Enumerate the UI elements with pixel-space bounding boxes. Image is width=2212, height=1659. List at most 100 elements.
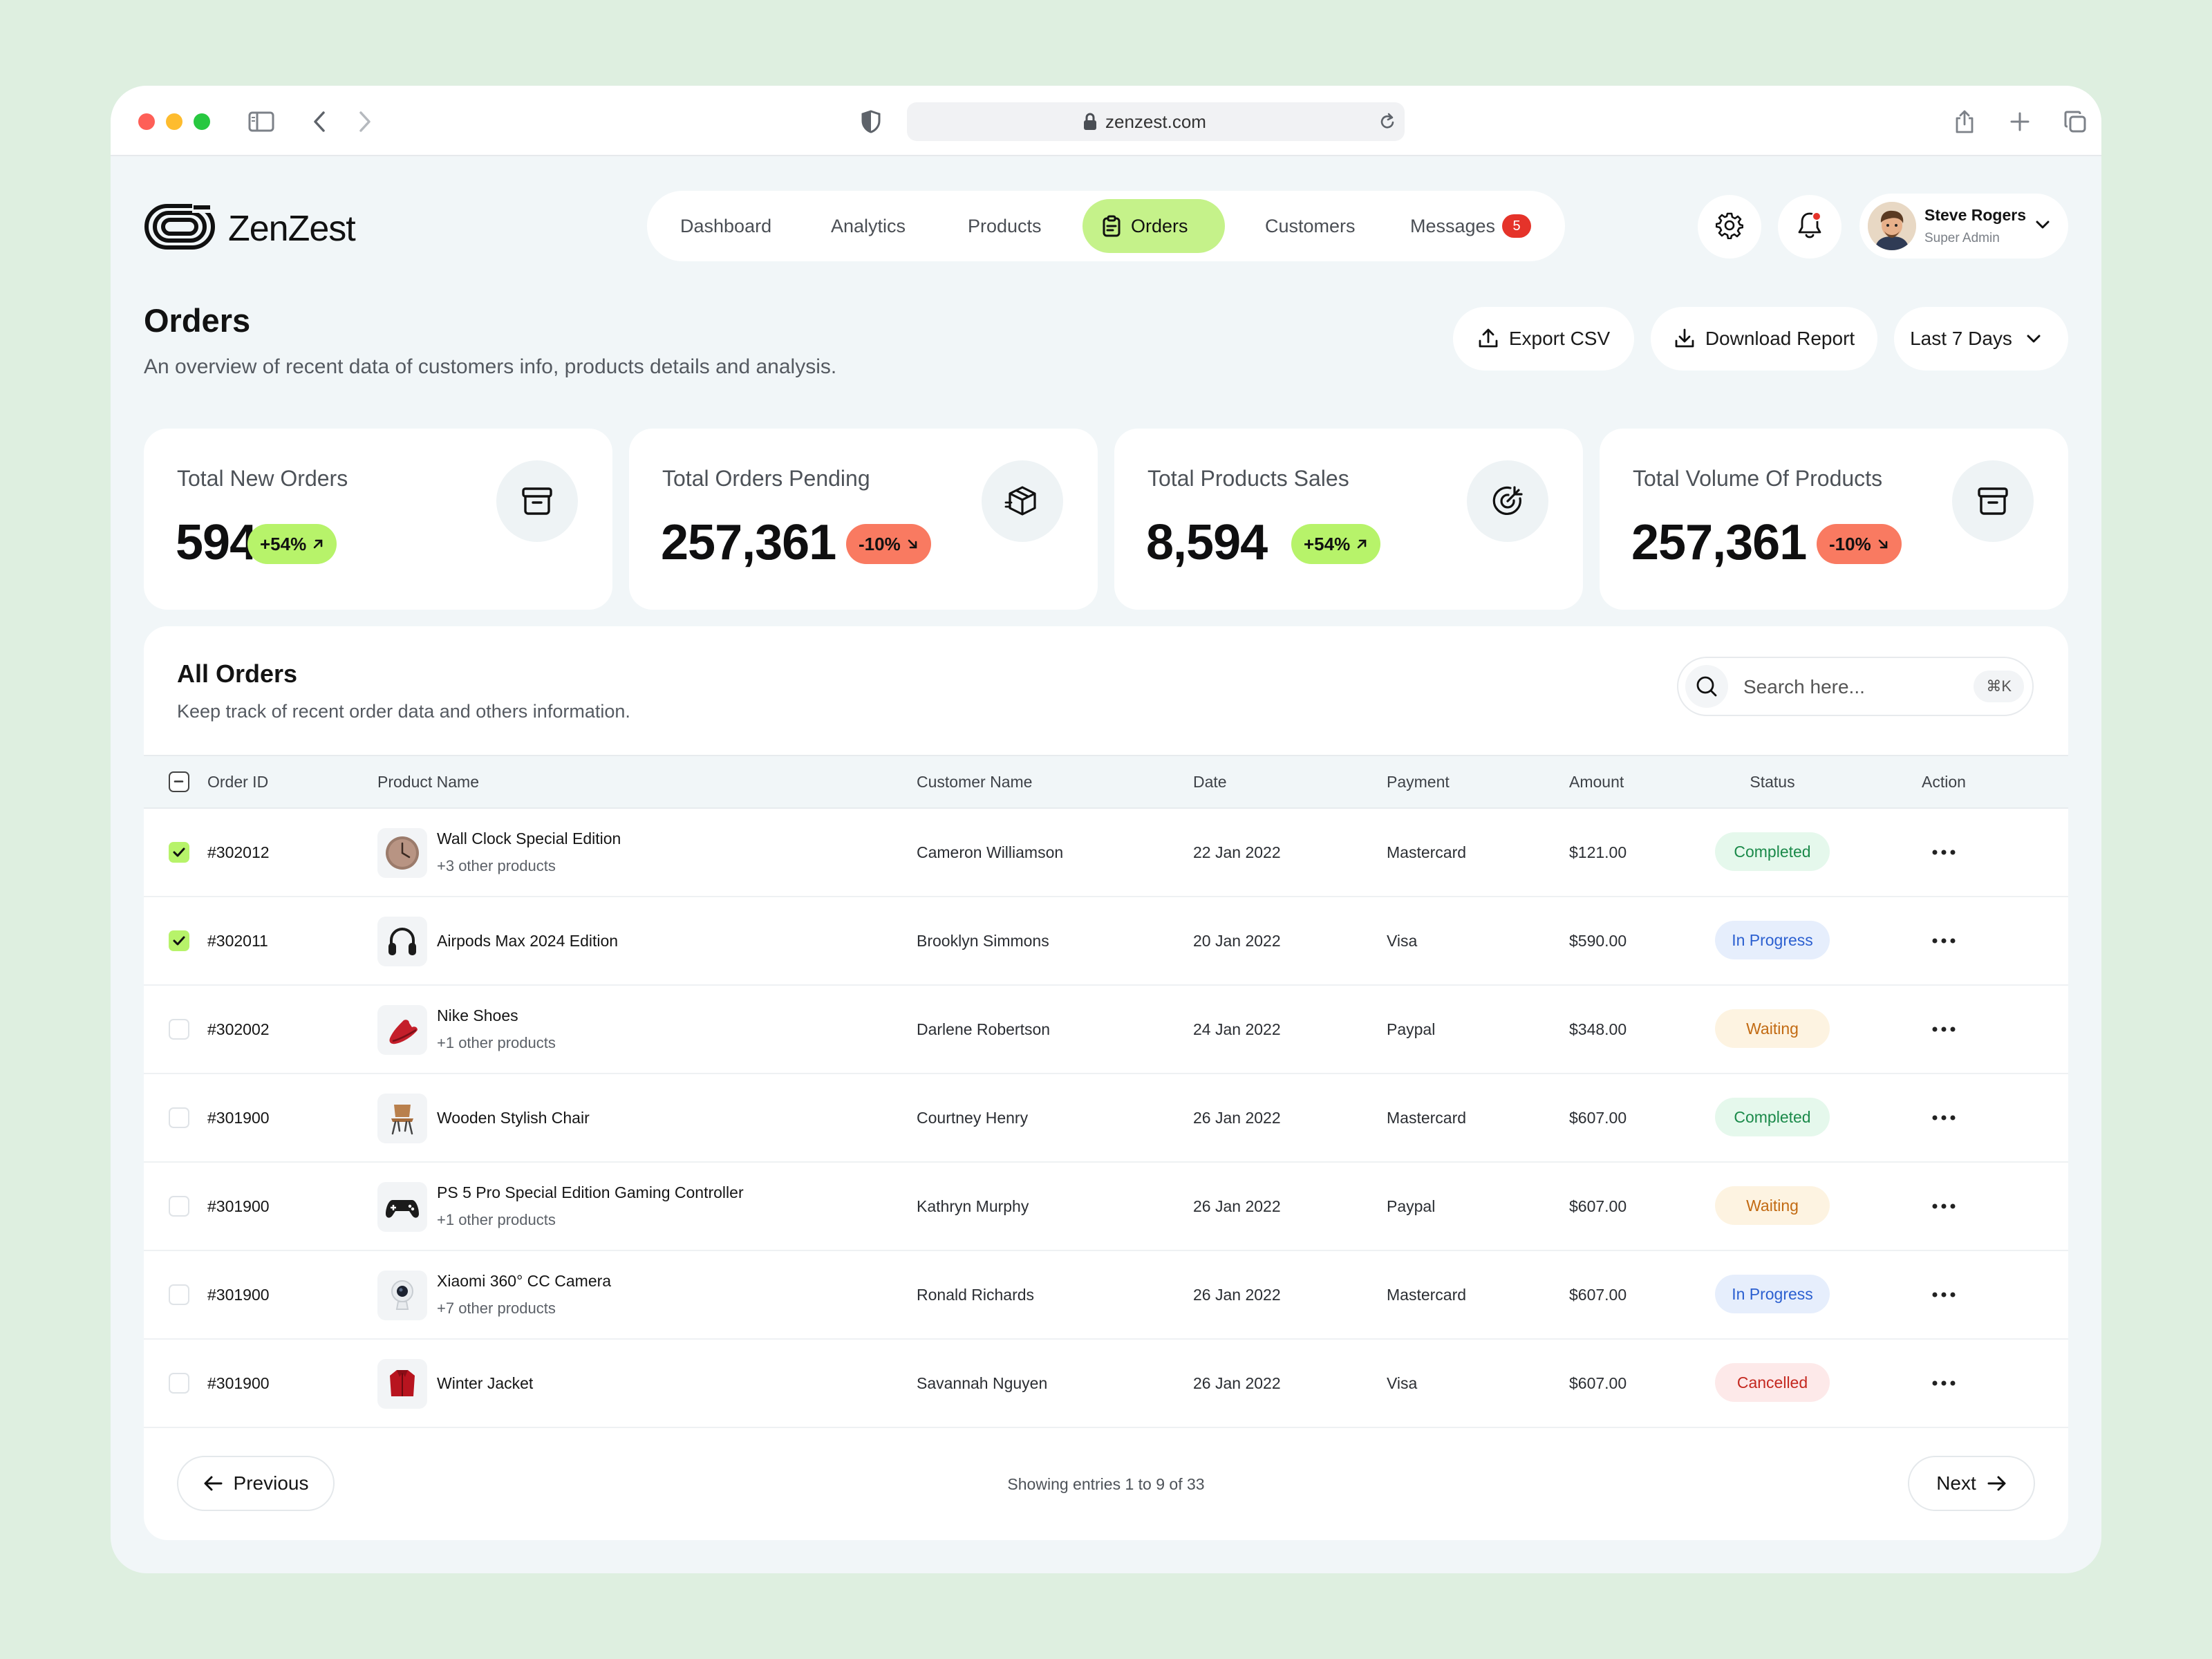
order-id[interactable]: #301900 bbox=[207, 1374, 270, 1392]
order-amount: $607.00 bbox=[1569, 1286, 1627, 1304]
minimize-window-button[interactable] bbox=[166, 113, 182, 130]
target-icon bbox=[1467, 460, 1548, 542]
arrow-down-right-icon bbox=[906, 538, 919, 550]
table-row[interactable]: #301900 PS 5 Pro Special Edition Gaming … bbox=[144, 1163, 2068, 1251]
nav-item-products[interactable]: Products bbox=[968, 215, 1042, 236]
order-id[interactable]: #302011 bbox=[207, 932, 268, 950]
table-row[interactable]: #302011 Airpods Max 2024 Edition Brookly… bbox=[144, 897, 2068, 986]
entries-summary: Showing entries 1 to 9 of 33 bbox=[1007, 1475, 1205, 1493]
url-text: zenzest.com bbox=[1105, 111, 1206, 132]
row-checkbox[interactable] bbox=[169, 1373, 189, 1394]
close-window-button[interactable] bbox=[138, 113, 155, 130]
arrow-left-icon bbox=[203, 1475, 223, 1492]
col-date[interactable]: Date bbox=[1193, 773, 1227, 791]
download-report-button[interactable]: Download Report bbox=[1651, 307, 1877, 371]
page-title: Orders bbox=[144, 302, 251, 339]
next-label: Next bbox=[1936, 1472, 1976, 1494]
search-shortcut-hint: ⌘K bbox=[1974, 671, 2024, 702]
previous-label: Previous bbox=[233, 1472, 309, 1494]
user-profile-menu[interactable]: Steve Rogers Super Admin bbox=[1859, 194, 2068, 259]
table-row[interactable]: #301900 Wooden Stylish Chair Courtney He… bbox=[144, 1074, 2068, 1163]
arrow-up-right-icon bbox=[312, 538, 324, 550]
download-report-label: Download Report bbox=[1705, 328, 1855, 349]
date-range-select[interactable]: Last 7 Days bbox=[1894, 307, 2068, 371]
gamepad-icon bbox=[377, 1182, 427, 1232]
nav-item-messages[interactable]: Messages 5 bbox=[1410, 209, 1532, 243]
next-page-button[interactable]: Next bbox=[1908, 1456, 2035, 1511]
maximize-window-button[interactable] bbox=[194, 113, 210, 130]
product-name[interactable]: Nike Shoes bbox=[437, 1006, 518, 1024]
stat-change-badge: -10% bbox=[846, 524, 931, 564]
settings-button[interactable] bbox=[1698, 195, 1761, 259]
product-name[interactable]: PS 5 Pro Special Edition Gaming Controll… bbox=[437, 1183, 744, 1201]
status-badge: Cancelled bbox=[1715, 1363, 1830, 1402]
share-icon[interactable] bbox=[1947, 104, 1983, 140]
more-actions-icon[interactable] bbox=[1930, 1102, 1958, 1134]
order-id[interactable]: #302012 bbox=[207, 843, 270, 861]
more-actions-icon[interactable] bbox=[1930, 1013, 1958, 1045]
brand-logo[interactable]: ZenZest bbox=[144, 202, 356, 255]
tabs-overview-icon[interactable] bbox=[2057, 104, 2093, 140]
col-payment[interactable]: Payment bbox=[1387, 773, 1450, 791]
nav-item-dashboard[interactable]: Dashboard bbox=[680, 215, 772, 236]
more-actions-icon[interactable] bbox=[1930, 1279, 1958, 1311]
stat-card-volume-products: Total Volume Of Products 257,361 -10% bbox=[1600, 429, 2068, 610]
gear-icon bbox=[1715, 212, 1744, 243]
select-all-checkbox[interactable] bbox=[169, 771, 189, 792]
row-checkbox[interactable] bbox=[169, 930, 189, 951]
status-badge: Completed bbox=[1715, 832, 1830, 871]
reload-icon[interactable] bbox=[1378, 112, 1396, 136]
order-id[interactable]: #301900 bbox=[207, 1109, 270, 1127]
more-actions-icon[interactable] bbox=[1930, 1190, 1958, 1222]
more-actions-icon[interactable] bbox=[1930, 1367, 1958, 1399]
product-name[interactable]: Winter Jacket bbox=[437, 1374, 534, 1392]
chevron-down-icon bbox=[2034, 216, 2052, 237]
product-name[interactable]: Airpods Max 2024 Edition bbox=[437, 932, 619, 950]
search-box[interactable]: ⌘K bbox=[1677, 657, 2034, 716]
product-name[interactable]: Xiaomi 360° CC Camera bbox=[437, 1272, 612, 1290]
nav-item-analytics[interactable]: Analytics bbox=[831, 215, 906, 236]
row-checkbox[interactable] bbox=[169, 1284, 189, 1305]
previous-page-button[interactable]: Previous bbox=[177, 1456, 335, 1511]
forward-arrow-icon[interactable] bbox=[347, 104, 383, 140]
table-row[interactable]: #301900 Winter Jacket Savannah Nguyen 26… bbox=[144, 1340, 2068, 1428]
payment-method: Paypal bbox=[1387, 1020, 1436, 1038]
col-amount[interactable]: Amount bbox=[1569, 773, 1624, 791]
more-actions-icon[interactable] bbox=[1930, 925, 1958, 957]
row-checkbox[interactable] bbox=[169, 1019, 189, 1040]
row-checkbox[interactable] bbox=[169, 842, 189, 863]
col-order-id[interactable]: Order ID bbox=[207, 773, 269, 791]
nav-item-customers[interactable]: Customers bbox=[1265, 215, 1356, 236]
customer-name: Kathryn Murphy bbox=[917, 1197, 1029, 1215]
more-actions-icon[interactable] bbox=[1930, 836, 1958, 868]
address-bar[interactable]: zenzest.com bbox=[907, 102, 1405, 141]
col-status[interactable]: Status bbox=[1750, 773, 1795, 791]
sidebar-toggle-icon[interactable] bbox=[243, 104, 279, 140]
product-name[interactable]: Wooden Stylish Chair bbox=[437, 1109, 590, 1127]
order-id[interactable]: #301900 bbox=[207, 1286, 270, 1304]
table-row[interactable]: #302012 Wall Clock Special Edition +3 ot… bbox=[144, 809, 2068, 897]
new-tab-icon[interactable] bbox=[2002, 104, 2038, 140]
page-subtitle: An overview of recent data of customers … bbox=[144, 355, 837, 378]
row-checkbox[interactable] bbox=[169, 1196, 189, 1217]
shield-icon[interactable] bbox=[853, 104, 889, 140]
back-arrow-icon[interactable] bbox=[301, 104, 337, 140]
notifications-button[interactable] bbox=[1778, 195, 1841, 259]
stat-change-value: +54% bbox=[1304, 533, 1351, 554]
product-name[interactable]: Wall Clock Special Edition bbox=[437, 830, 621, 847]
search-icon bbox=[1685, 665, 1728, 708]
search-input[interactable] bbox=[1742, 672, 1952, 702]
row-checkbox[interactable] bbox=[169, 1107, 189, 1128]
order-id[interactable]: #301900 bbox=[207, 1197, 270, 1215]
export-csv-button[interactable]: Export CSV bbox=[1453, 307, 1634, 371]
avatar bbox=[1868, 202, 1916, 250]
stat-change-badge: -10% bbox=[1817, 524, 1902, 564]
col-product-name[interactable]: Product Name bbox=[377, 773, 480, 791]
table-row[interactable]: #302002 Nike Shoes +1 other products Dar… bbox=[144, 986, 2068, 1074]
order-amount: $348.00 bbox=[1569, 1020, 1627, 1038]
table-row[interactable]: #301900 Xiaomi 360° CC Camera +7 other p… bbox=[144, 1251, 2068, 1340]
order-id[interactable]: #302002 bbox=[207, 1020, 270, 1038]
nav-item-orders[interactable]: Orders bbox=[1102, 209, 1188, 243]
col-customer-name[interactable]: Customer Name bbox=[917, 773, 1033, 791]
orders-subtitle: Keep track of recent order data and othe… bbox=[177, 701, 630, 722]
